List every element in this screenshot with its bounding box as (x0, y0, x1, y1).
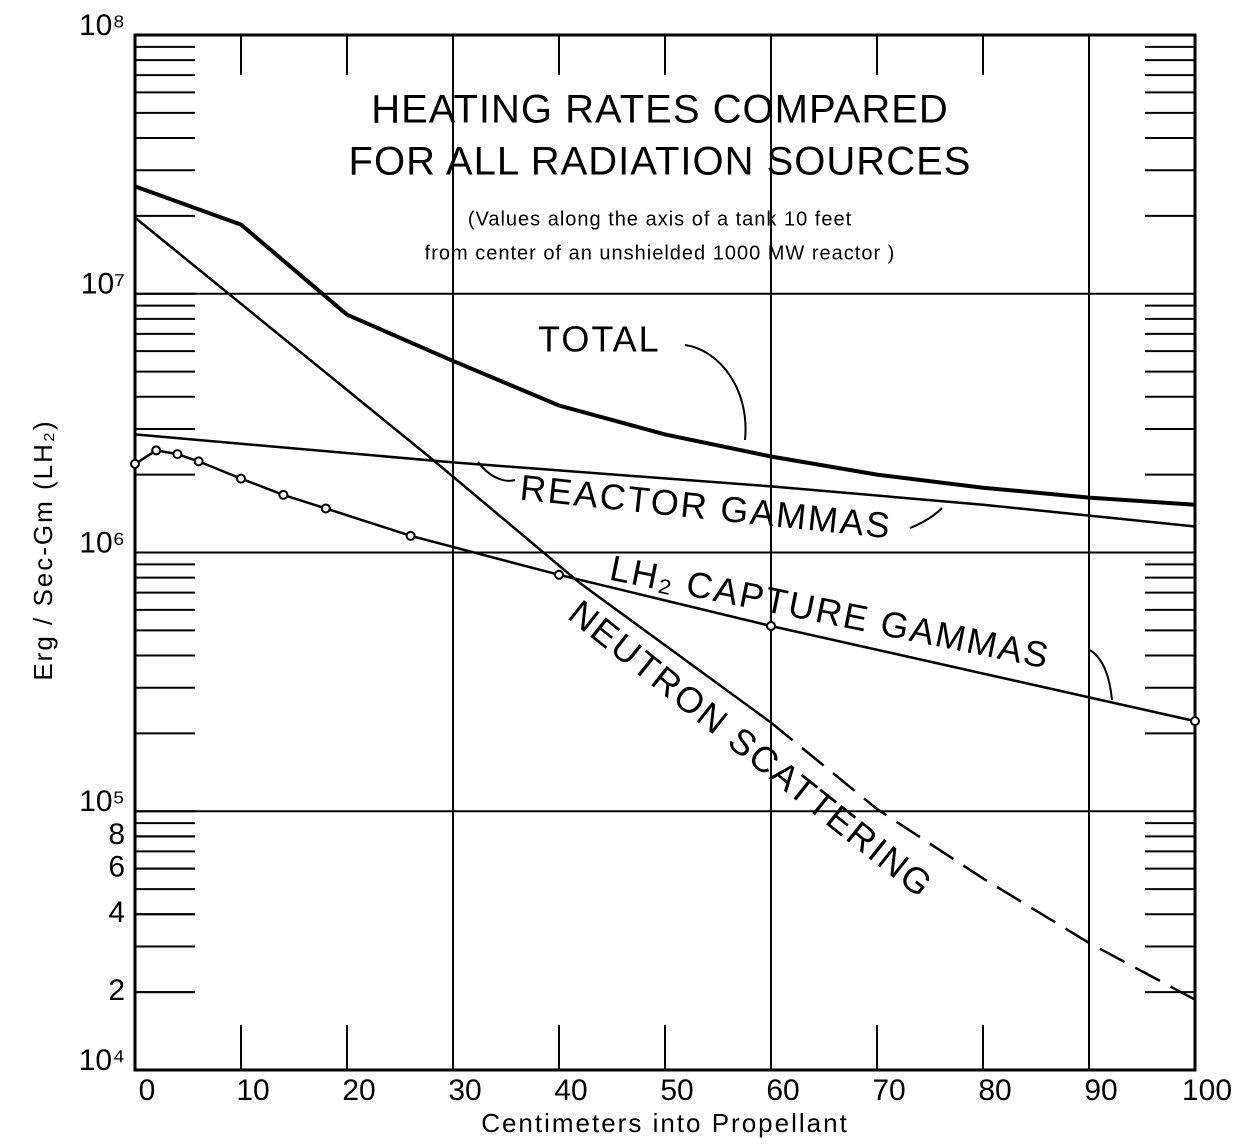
x-tick-label: 40 (554, 1074, 587, 1107)
x-tick-label: 90 (1084, 1074, 1117, 1107)
x-axis-label: Centimeters into Propellant (481, 1108, 849, 1138)
y-tick-label: 10⁸ (79, 9, 125, 42)
data-point (193, 456, 204, 467)
y-tick-label: 10⁷ (81, 268, 125, 301)
y-tick-label: 6 (108, 851, 125, 884)
y-tick-label: 10⁵ (79, 785, 125, 818)
leader (1089, 649, 1113, 701)
annotation: TOTAL (538, 319, 661, 360)
x-tick-label: 0 (139, 1074, 156, 1107)
series-line (134, 433, 1196, 528)
series-line (134, 216, 772, 724)
x-tick-label: 10 (236, 1074, 269, 1107)
y-tick-label: 4 (108, 896, 125, 929)
data-point (151, 445, 162, 456)
x-tick-label: 100 (1182, 1074, 1232, 1107)
x-tick-label: 70 (872, 1074, 905, 1107)
data-point (278, 489, 289, 500)
data-point (766, 620, 776, 631)
chart-subtitle: from center of an unshielded 1000 MW rea… (425, 242, 896, 264)
annotation: REACTOR GAMMAS (518, 467, 894, 547)
y-tick-label: 8 (108, 818, 125, 851)
data-point (320, 503, 331, 514)
data-point (1190, 716, 1200, 727)
leader (684, 344, 747, 441)
y-axis-label: Erg / Sec-Gm (LH₂) (28, 419, 58, 680)
x-tick-label: 80 (978, 1074, 1011, 1107)
x-tick-label: 20 (342, 1074, 375, 1107)
chart-title: FOR ALL RADIATION SOURCES (349, 140, 972, 184)
series-line (770, 721, 1196, 1001)
x-tick-label: 30 (448, 1074, 481, 1107)
series-line (134, 184, 1196, 507)
chart-title: HEATING RATES COMPARED (371, 88, 949, 132)
x-tick-label: 50 (660, 1074, 693, 1107)
annotation: LH₂ CAPTURE GAMMAS (607, 547, 1054, 677)
data-point (405, 530, 416, 541)
leader (909, 507, 943, 529)
y-tick-label: 10⁶ (79, 526, 125, 559)
data-point (172, 449, 183, 460)
x-tick-label: 60 (766, 1074, 799, 1107)
chart-subtitle: (Values along the axis of a tank 10 feet (468, 208, 852, 230)
data-point (130, 458, 140, 469)
data-point (554, 569, 564, 580)
y-tick-label: 2 (108, 974, 125, 1007)
data-point (236, 473, 246, 484)
y-tick-label: 10⁴ (79, 1044, 125, 1077)
